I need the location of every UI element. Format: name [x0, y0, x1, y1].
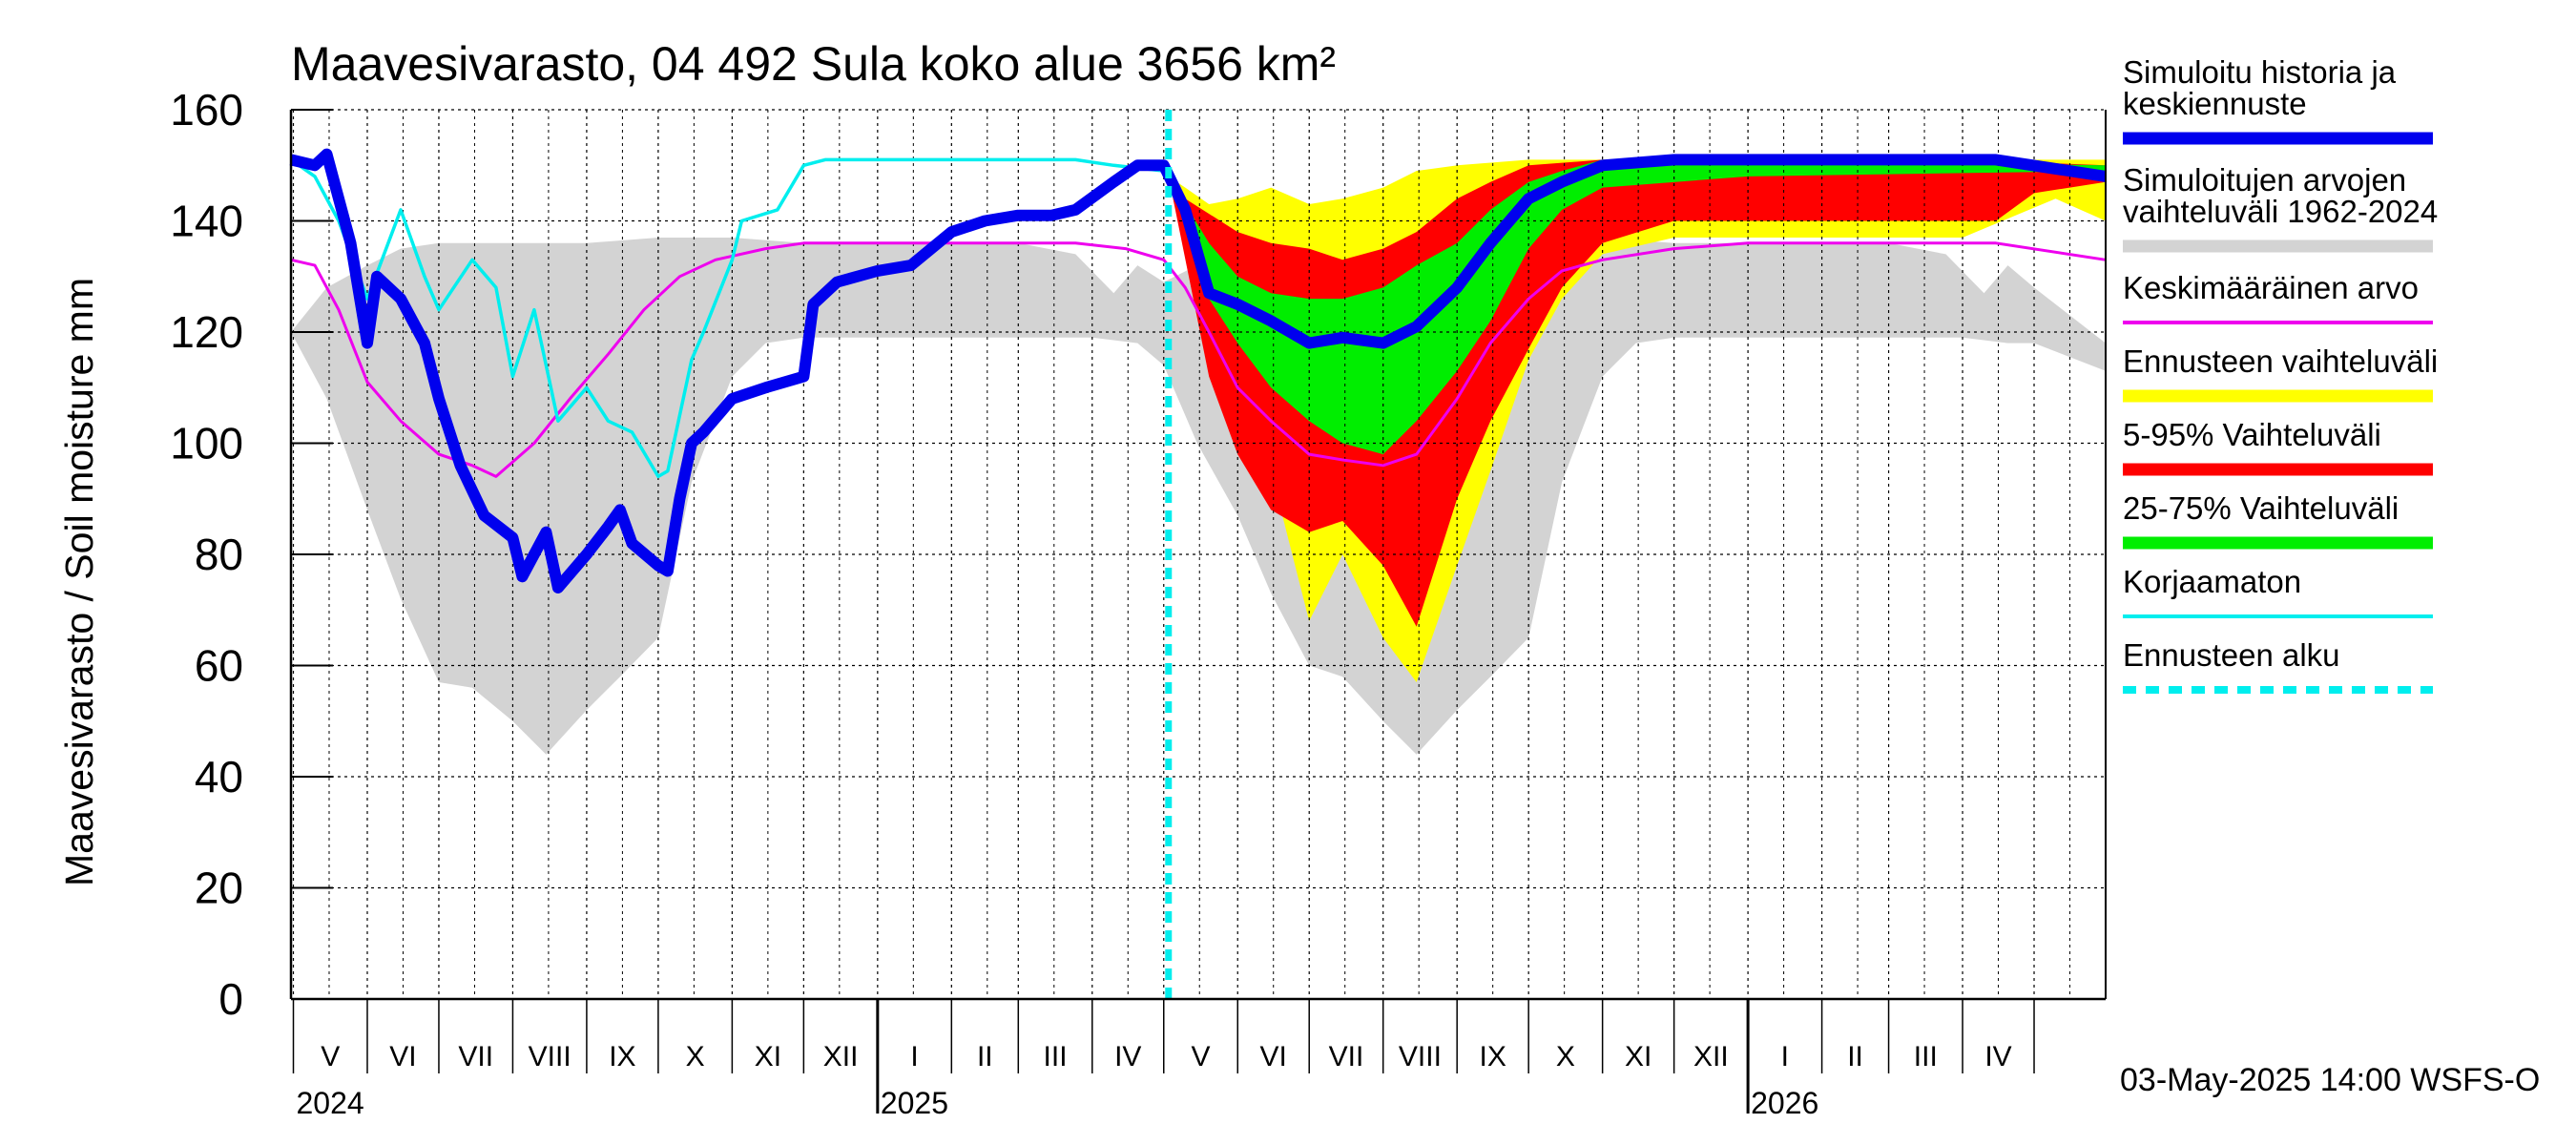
- plot-lines: [289, 110, 2107, 999]
- legend-label: Ennusteen alku: [2123, 637, 2340, 673]
- y-axis-label: Maavesivarasto / Soil moisture mm: [57, 278, 101, 886]
- year-label: 2026: [1751, 1086, 1818, 1120]
- legend-label: Keskimääräinen arvo: [2123, 270, 2419, 305]
- year-label: 2025: [881, 1086, 948, 1120]
- month-label: X: [686, 1041, 705, 1072]
- legend-label: vaihteluväli 1962-2024: [2123, 194, 2438, 229]
- y-tick-label: 60: [195, 641, 243, 691]
- p25-75-band: [1168, 159, 2106, 455]
- uncorrected-line: [289, 157, 1164, 479]
- year-label: 2024: [296, 1086, 364, 1120]
- month-label: XI: [755, 1041, 781, 1072]
- y-tick-label: 80: [195, 530, 243, 579]
- legend-label: Korjaamaton: [2123, 564, 2301, 599]
- month-label: I: [910, 1041, 918, 1072]
- simulated-line: [289, 148, 2107, 593]
- footer-timestamp: 03-May-2025 14:00 WSFS-O: [2120, 1062, 2540, 1098]
- month-label: VII: [1329, 1041, 1364, 1072]
- month-label: V: [1191, 1041, 1210, 1072]
- month-label: II: [977, 1041, 993, 1072]
- y-tick-label: 160: [170, 85, 243, 135]
- month-label: XII: [823, 1041, 859, 1072]
- y-tick-label: 100: [170, 419, 243, 468]
- y-tick-label: 0: [218, 974, 243, 1024]
- month-label: VIII: [529, 1041, 571, 1072]
- y-tick-label: 140: [170, 197, 243, 246]
- plot-grid: [291, 109, 2106, 999]
- mean-line: [290, 241, 2107, 478]
- month-label: IX: [1479, 1041, 1506, 1072]
- month-label: IV: [1984, 1041, 2011, 1072]
- y-tick-label: 40: [195, 752, 243, 802]
- month-label: VI: [389, 1041, 416, 1072]
- legend-label: Simuloitu historia ja: [2123, 54, 2397, 90]
- month-label: XI: [1625, 1041, 1652, 1072]
- month-label: VII: [458, 1041, 493, 1072]
- y-tick-label: 120: [170, 307, 243, 357]
- month-label: VIII: [1399, 1041, 1442, 1072]
- legend-label: 5-95% Vaihteluväli: [2123, 417, 2381, 452]
- month-label: X: [1556, 1041, 1575, 1072]
- month-label: III: [1914, 1041, 1938, 1072]
- month-label: III: [1044, 1041, 1068, 1072]
- legend-label: 25-75% Vaihteluväli: [2123, 490, 2399, 526]
- historical-range-band: [291, 238, 2106, 755]
- month-label: IV: [1114, 1041, 1141, 1072]
- month-label: XII: [1693, 1041, 1729, 1072]
- legend-label: keskiennuste: [2123, 86, 2307, 121]
- month-label: VI: [1260, 1041, 1287, 1072]
- month-label: IX: [609, 1041, 635, 1072]
- month-label: II: [1847, 1041, 1863, 1072]
- month-label: I: [1781, 1041, 1789, 1072]
- legend-label: Ennusteen vaihteluväli: [2123, 344, 2438, 379]
- legend-label: Simuloitujen arvojen: [2123, 162, 2406, 198]
- month-label: V: [321, 1041, 340, 1072]
- y-tick-label: 20: [195, 864, 243, 913]
- chart-title: Maavesivarasto, 04 492 Sula koko alue 36…: [291, 37, 1336, 91]
